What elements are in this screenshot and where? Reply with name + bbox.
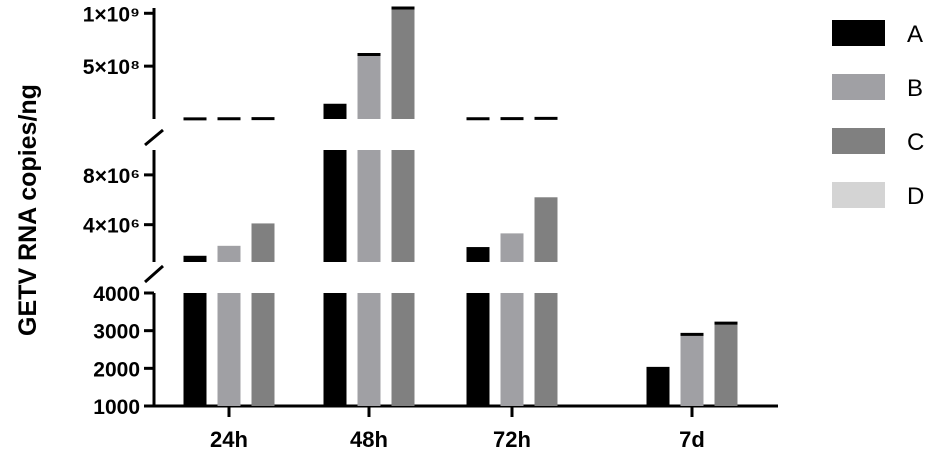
legend-swatch — [832, 128, 885, 154]
legend-swatch — [832, 74, 885, 100]
legend-swatch — [832, 20, 885, 46]
chart-axes: 1000 2000 3000 4000 4×10⁶ 8×10⁶ 5×10⁸ 1×10⁹ 24h 4… — [83, 3, 778, 452]
legend-label: A — [907, 21, 923, 48]
y-tick-label: 1×10⁹ — [83, 3, 140, 26]
x-tick-label: 72h — [493, 427, 531, 452]
bar — [217, 245, 241, 262]
bar — [714, 323, 738, 406]
bar — [500, 293, 524, 406]
bar — [680, 334, 704, 406]
bar — [500, 233, 524, 262]
y-tick-label: 3000 — [93, 321, 140, 344]
x-tick-label: 7d — [679, 427, 705, 452]
legend-label: B — [907, 75, 923, 102]
legend-label: D — [907, 183, 924, 210]
bar — [323, 105, 347, 119]
axis-break-mark — [144, 128, 164, 147]
bar — [217, 293, 241, 406]
bar — [534, 293, 558, 406]
bar — [323, 293, 347, 406]
bar — [466, 247, 490, 262]
legend-swatch — [832, 182, 885, 208]
bar — [391, 8, 415, 119]
axis-break-mark — [144, 264, 164, 284]
legend-label: C — [907, 129, 924, 156]
bar — [183, 293, 207, 406]
y-tick-label: 4000 — [93, 283, 140, 306]
y-axis-label: GETV RNA copies/ng — [14, 84, 42, 336]
bar — [466, 293, 490, 406]
bar — [323, 150, 347, 262]
y-tick-label: 5×10⁸ — [83, 56, 140, 79]
bar — [251, 293, 275, 406]
bar — [251, 223, 275, 262]
bar — [534, 197, 558, 262]
bar — [357, 293, 381, 406]
bar — [391, 150, 415, 262]
y-tick-label: 8×10⁶ — [83, 165, 140, 188]
bar — [183, 255, 207, 262]
y-tick-label: 2000 — [93, 358, 140, 381]
x-tick-label: 24h — [210, 427, 248, 452]
chart-bars — [183, 6, 738, 406]
x-tick-label: 48h — [350, 427, 388, 452]
bar — [391, 293, 415, 406]
bar — [646, 368, 670, 406]
y-tick-label: 1000 — [93, 396, 140, 419]
bar — [357, 54, 381, 120]
y-tick-label: 4×10⁶ — [83, 215, 140, 238]
bar — [357, 150, 381, 262]
